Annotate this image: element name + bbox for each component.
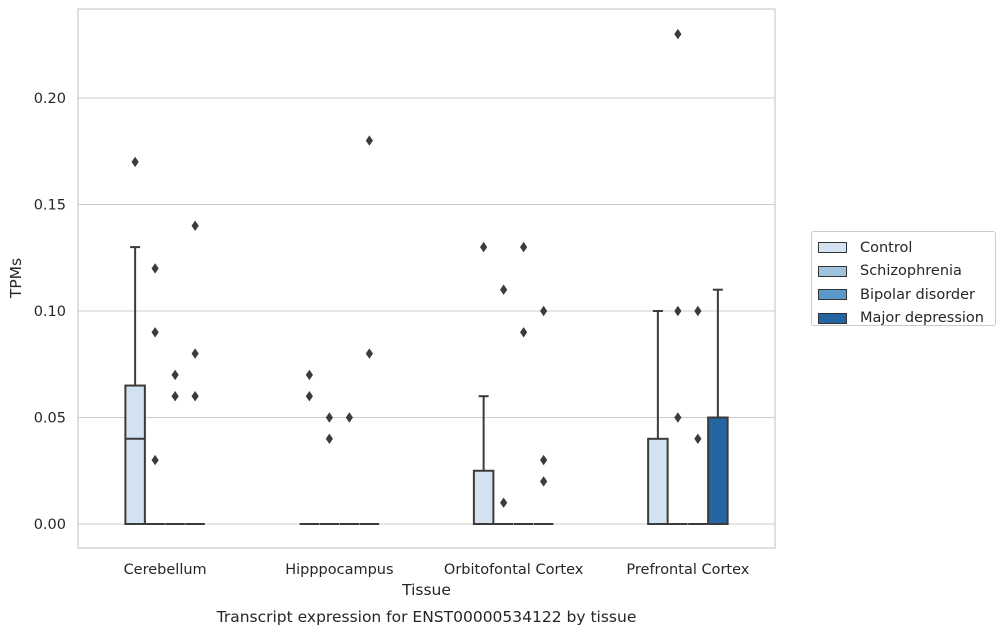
legend-item: Major depression [818,307,995,331]
legend-swatch [818,242,847,254]
box [647,437,669,525]
legend-label: Major depression [860,310,984,327]
outlier-point [171,369,179,381]
y-tick-label: 0.05 [34,411,66,427]
outlier-point [500,284,508,295]
grid-lines [78,97,775,525]
y-tick-label: 0.20 [34,91,66,107]
x-tick-label: Cerebellum [124,562,207,578]
x-axis-ticks: Cerebellum Hipppocampus Orbitofontal Corte… [124,562,750,578]
outlier-point [131,156,139,168]
legend-item: Control [818,236,995,260]
outlier-point [540,454,548,466]
outlier-point [520,241,528,253]
legend-swatch [818,289,847,301]
legend-swatch [818,312,847,324]
y-axis-label: TPMs [7,258,25,299]
outlier-point [540,476,548,487]
outlier-point [694,305,702,317]
outlier-point [151,327,159,338]
y-tick-label: 0.15 [34,198,66,214]
outlier-point [151,263,159,274]
legend-item: Bipolar disorder [818,283,995,307]
outlier-point [345,412,353,423]
outlier-point [674,305,682,317]
legend-label: Schizophrenia [860,263,962,280]
box [707,416,729,525]
legend-item: Schizophrenia [818,260,995,284]
outlier-point [365,135,373,146]
legend-label: Control [860,239,913,256]
box [124,384,146,525]
outlier-point [674,412,682,423]
outlier-point [151,454,159,466]
outlier-point [674,28,682,40]
legend-swatch [818,265,847,277]
outlier-point [480,241,488,253]
chart-title: Transcript expression for ENST0000053412… [216,608,637,626]
outlier-point [520,327,528,338]
x-tick-label: Orbitofontal Cortex [444,562,584,578]
x-axis-label: Tissue [401,581,451,599]
outlier-point [694,433,702,444]
outlier-point [325,433,333,444]
y-axis-ticks: 0.00 0.05 0.10 0.15 0.20 [34,91,66,533]
outlier-point [325,412,333,423]
outlier-point [365,348,373,359]
y-tick-label: 0.10 [34,304,66,320]
outlier-point [305,369,313,381]
y-tick-label: 0.00 [34,517,66,533]
plot-frame [77,8,776,549]
x-tick-label: Hipppocampus [285,562,393,578]
outlier-point [191,391,199,402]
legend: Control Schizophrenia Bipolar disorder Majo… [811,231,996,326]
legend-label: Bipolar disorder [860,286,975,303]
outlier-point [305,391,313,402]
x-tick-label: Prefrontal Cortex [626,562,749,578]
outlier-point [191,348,199,359]
outlier-point [191,220,199,231]
outlier-point [500,497,508,508]
box [472,469,495,525]
box-series [124,28,729,525]
outlier-point [540,305,548,317]
outlier-point [171,391,179,402]
